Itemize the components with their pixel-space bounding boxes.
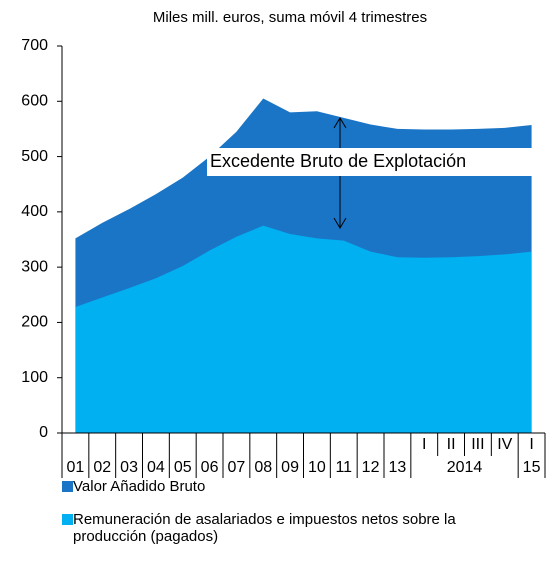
chart: Miles mill. euros, suma móvil 4 trimestr… (21, 8, 550, 478)
y-tick-label: 400 (21, 203, 48, 220)
x-tick-label: II (447, 436, 456, 453)
legend-label: Valor Añadido Bruto (73, 478, 206, 495)
legend-swatch (62, 514, 73, 525)
chart-subtitle: Miles mill. euros, suma móvil 4 trimestr… (153, 9, 427, 26)
arrow-head (333, 117, 347, 129)
y-tick-label: 200 (21, 314, 48, 331)
legend: Valor Añadido Bruto Remuneración de asala… (62, 478, 532, 561)
legend-item: Valor Añadido Bruto (62, 478, 532, 495)
y-tick-label: 700 (21, 37, 48, 54)
x-tick-label: 02 (93, 459, 111, 476)
x-tick-label: 13 (389, 459, 407, 476)
legend-swatch (62, 481, 73, 492)
x-tick-label: I (529, 436, 533, 453)
x-tick-label: 07 (228, 459, 246, 476)
x-tick-label: III (471, 436, 484, 453)
x-group-label: 15 (523, 459, 541, 476)
y-tick-label: 300 (21, 258, 48, 275)
legend-label: Remuneración de asalariados e impuestos … (73, 511, 456, 545)
x-tick-label: 10 (308, 459, 326, 476)
x-tick-label: 09 (281, 459, 299, 476)
x-tick-label: 01 (67, 459, 85, 476)
x-tick-label: 05 (174, 459, 192, 476)
x-tick-label: 12 (362, 459, 380, 476)
x-group-label: 2014 (447, 459, 483, 476)
legend-item: Remuneración de asalariados e impuestos … (62, 511, 532, 545)
y-tick-label: 600 (21, 93, 48, 110)
arrow-head (333, 217, 347, 229)
x-tick-label: 08 (254, 459, 272, 476)
y-tick-label: 100 (21, 369, 48, 386)
y-tick-label: 0 (39, 424, 48, 441)
x-tick-label: 11 (335, 459, 352, 476)
x-tick-label: 04 (147, 459, 165, 476)
annotation: Excedente Bruto de Explotación (210, 151, 466, 171)
area (75, 225, 532, 433)
annotation-box (207, 148, 550, 176)
x-tick-label: 06 (201, 459, 219, 476)
y-tick-label: 500 (21, 148, 48, 165)
x-tick-label: IV (497, 436, 512, 453)
x-tick-label: I (422, 436, 426, 453)
x-tick-label: 03 (120, 459, 138, 476)
